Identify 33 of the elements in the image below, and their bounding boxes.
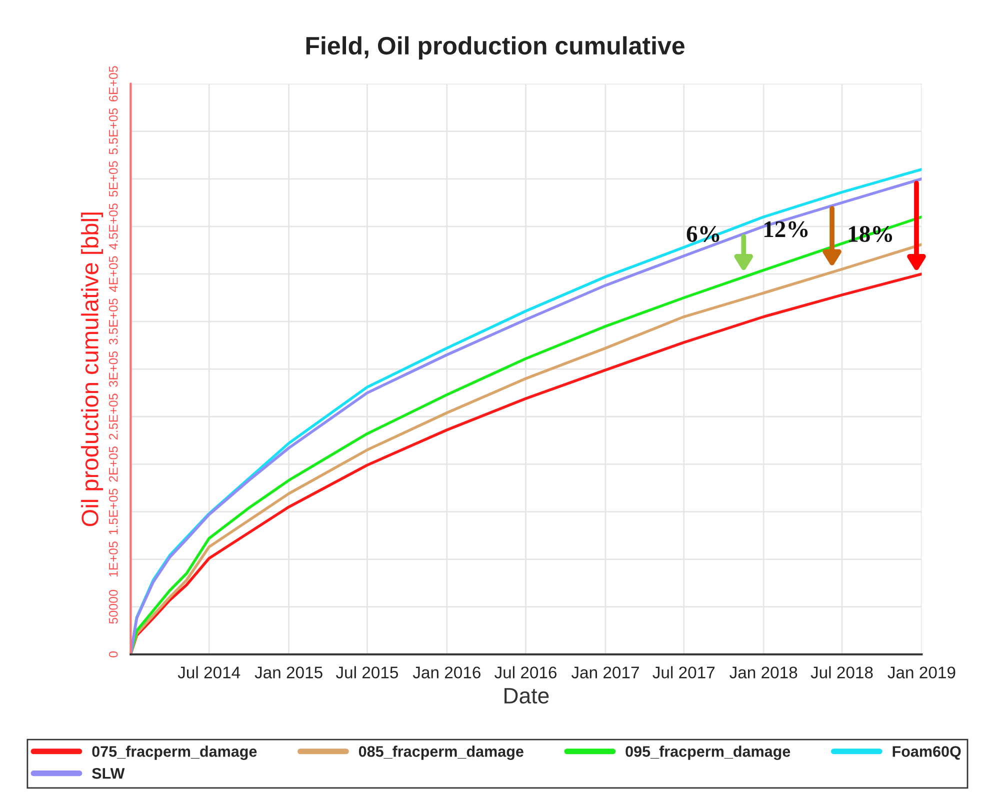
y-tick-label: 2.5E+05 — [108, 394, 118, 440]
legend-label: 075_fracperm_damage — [92, 746, 257, 760]
legend-label: 095_fracperm_damage — [626, 746, 790, 760]
y-tick-label: 3.5E+05 — [108, 298, 118, 345]
x-tick-label: Jul 2016 — [494, 666, 557, 678]
y-tick-label: 4E+05 — [108, 256, 118, 292]
x-tick-label: Jul 2018 — [810, 666, 873, 678]
y-tick-label: 2E+05 — [108, 446, 118, 482]
y-tick-label: 5.5E+05 — [108, 108, 118, 154]
annotation: 6% — [686, 226, 720, 242]
y-tick-label: 5E+05 — [108, 161, 118, 197]
x-tick-label: Jan 2015 — [254, 666, 322, 678]
y-tick-label: 1E+05 — [108, 542, 118, 577]
legend-label: 085_fracperm_damage — [358, 746, 524, 760]
annotation: 12% — [764, 221, 808, 238]
x-tick-label: Jan 2019 — [888, 666, 956, 678]
x-tick-label: Jul 2017 — [652, 666, 715, 678]
y-tick-label: 0 — [108, 651, 118, 658]
x-tick-label: Jan 2017 — [571, 666, 639, 678]
y-tick-label: 50000 — [108, 590, 118, 624]
x-tick-label: Jan 2016 — [412, 666, 480, 678]
y-tick-label: 3E+05 — [108, 351, 118, 387]
x-tick-label: Jan 2018 — [730, 666, 798, 678]
x-axis-title: Date — [504, 688, 549, 704]
y-axis-title: Oil production cumulative [bbl] — [81, 212, 104, 526]
y-tick-label: 4.5E+05 — [108, 203, 118, 250]
y-tick-label: 6E+05 — [108, 66, 118, 102]
x-tick-label: Jul 2015 — [336, 666, 398, 678]
legend-label: Foam60Q — [892, 746, 961, 760]
x-tick-label: Jul 2014 — [178, 666, 240, 678]
legend-label: SLW — [92, 768, 125, 779]
chart-title: Field, Oil production cumulative — [306, 36, 684, 60]
y-tick-label: 1.5E+05 — [108, 488, 118, 534]
